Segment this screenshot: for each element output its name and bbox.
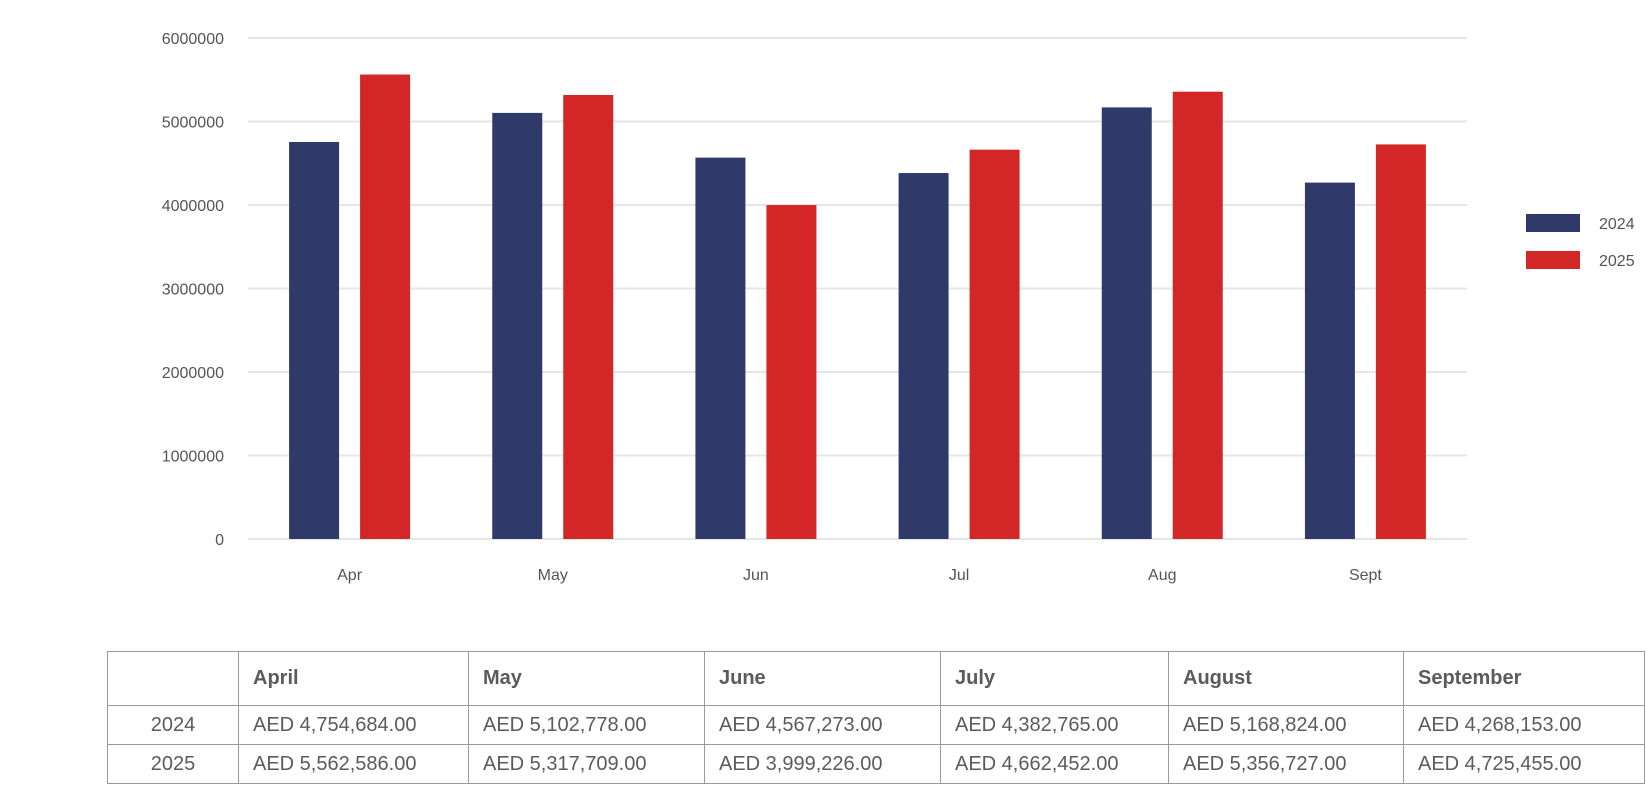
table-row: 2025 AED 5,562,586.00 AED 5,317,709.00 A… xyxy=(107,744,1645,784)
legend: 2024 2025 xyxy=(1526,214,1635,270)
table-header-corner xyxy=(107,651,239,706)
x-tick-label: Aug xyxy=(1148,567,1176,584)
x-axis: Apr May Jun Jul Aug Sept xyxy=(337,567,1382,584)
legend-label-2024: 2024 xyxy=(1599,216,1635,233)
y-tick-label: 4000000 xyxy=(162,198,224,215)
bar-jul-2024 xyxy=(898,173,949,539)
bar-jun-2025 xyxy=(766,205,817,539)
table-cell: AED 5,102,778.00 xyxy=(468,705,705,745)
bar-aug-2025 xyxy=(1172,91,1223,540)
bar-may-2024 xyxy=(492,112,543,540)
y-tick-label: 1000000 xyxy=(162,449,224,466)
gridlines xyxy=(248,37,1467,540)
bar-jun-2024 xyxy=(695,157,746,540)
table-cell: AED 5,562,586.00 xyxy=(238,744,469,784)
x-tick-label: Apr xyxy=(337,567,363,584)
x-tick-label: May xyxy=(538,567,568,584)
y-axis: 0 1000000 2000000 3000000 4000000 5000000 6000… xyxy=(162,31,224,549)
bars xyxy=(289,74,1426,540)
bar-chart: 0 1000000 2000000 3000000 4000000 5000000 6000… xyxy=(162,31,1635,584)
bar-apr-2024 xyxy=(289,141,340,539)
data-table: April May June July August September 202… xyxy=(107,651,1645,784)
x-tick-label: Sept xyxy=(1349,567,1382,584)
bar-jul-2025 xyxy=(969,149,1020,540)
y-tick-label: 3000000 xyxy=(162,282,224,299)
table-header-september: September xyxy=(1403,651,1645,706)
table-header-august: August xyxy=(1168,651,1404,706)
bar-aug-2024 xyxy=(1101,107,1152,539)
bar-may-2025 xyxy=(563,94,614,539)
y-tick-label: 2000000 xyxy=(162,365,224,382)
bar-sept-2024 xyxy=(1304,182,1355,539)
table-cell: AED 4,754,684.00 xyxy=(238,705,469,745)
table-row: 2024 AED 4,754,684.00 AED 5,102,778.00 A… xyxy=(107,705,1645,745)
table-header-july: July xyxy=(940,651,1169,706)
x-tick-label: Jul xyxy=(949,567,969,584)
x-tick-label: Jun xyxy=(743,567,769,584)
legend-swatch-2025 xyxy=(1526,251,1580,269)
table-header-row: April May June July August September xyxy=(107,651,1645,706)
table-header-june: June xyxy=(704,651,941,706)
legend-swatch-2024 xyxy=(1526,214,1580,232)
table-header-may: May xyxy=(468,651,705,706)
table-cell: AED 5,356,727.00 xyxy=(1168,744,1404,784)
table-cell: AED 4,268,153.00 xyxy=(1403,705,1645,745)
table-cell: AED 4,567,273.00 xyxy=(704,705,941,745)
row-label: 2024 xyxy=(107,705,239,745)
table-cell: AED 3,999,226.00 xyxy=(704,744,941,784)
y-tick-label: 0 xyxy=(215,532,224,549)
table-cell: AED 5,168,824.00 xyxy=(1168,705,1404,745)
row-label: 2025 xyxy=(107,744,239,784)
table-cell: AED 4,662,452.00 xyxy=(940,744,1169,784)
y-tick-label: 5000000 xyxy=(162,115,224,132)
bar-sept-2025 xyxy=(1375,144,1426,540)
table-cell: AED 4,725,455.00 xyxy=(1403,744,1645,784)
legend-label-2025: 2025 xyxy=(1599,253,1635,270)
table-cell: AED 5,317,709.00 xyxy=(468,744,705,784)
table-cell: AED 4,382,765.00 xyxy=(940,705,1169,745)
table-header-april: April xyxy=(238,651,469,706)
bar-apr-2025 xyxy=(360,74,411,539)
y-tick-label: 6000000 xyxy=(162,31,224,48)
